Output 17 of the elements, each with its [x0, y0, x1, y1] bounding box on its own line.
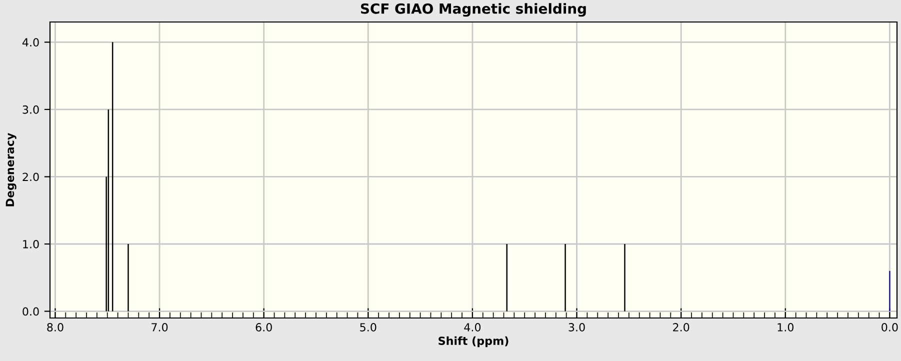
x-tick-label: 2.0 [673, 323, 690, 332]
x-tick-label: 0.0 [882, 323, 898, 332]
x-tick-label: 7.0 [152, 323, 168, 332]
x-tick-label: 8.0 [47, 323, 64, 332]
x-tick-label: 6.0 [256, 323, 272, 332]
x-tick-label: 5.0 [360, 323, 376, 332]
y-tick-label: 3.0 [22, 105, 39, 114]
chart-title: SCF GIAO Magnetic shielding [360, 3, 586, 17]
y-tick-label: 0.0 [22, 307, 39, 316]
y-tick-label: 4.0 [22, 38, 39, 47]
x-tick-label: 3.0 [568, 323, 585, 332]
y-axis-title: Degeneracy [6, 132, 16, 206]
x-tick-label: 1.0 [778, 323, 794, 332]
x-axis-title: Shift (ppm) [438, 336, 508, 348]
y-tick-label: 2.0 [22, 172, 39, 182]
y-tick-label: 1.0 [23, 240, 39, 248]
x-tick-label: 4.0 [464, 323, 481, 332]
